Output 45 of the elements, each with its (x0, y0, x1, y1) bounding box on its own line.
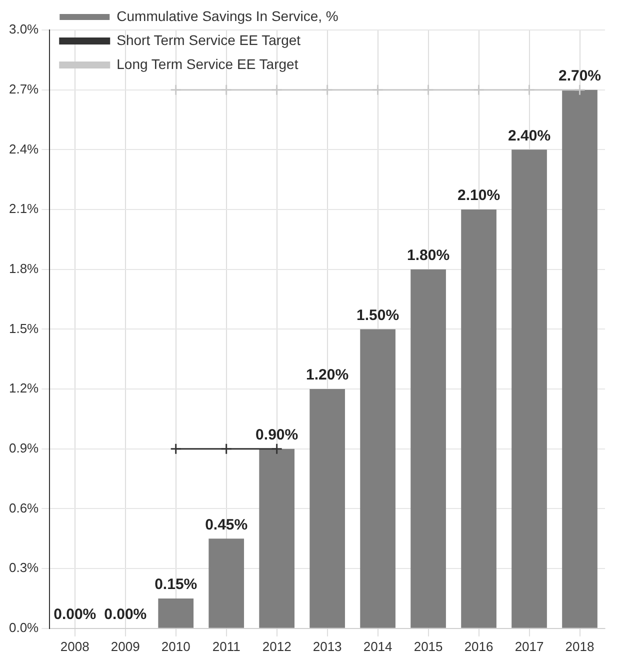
bar (158, 598, 194, 628)
x-tick-label: 2014 (363, 638, 392, 654)
y-tick-label: 1.5% (8, 320, 40, 336)
bar (461, 210, 496, 628)
bar (512, 150, 547, 628)
x-tick-label: 2018 (565, 638, 594, 654)
y-tick-label: 0.9% (8, 440, 40, 456)
y-tick-label: 2.7% (8, 81, 40, 96)
y-tick-label: 1.8% (8, 260, 40, 276)
y-tick-label: 1.2% (8, 380, 40, 396)
legend-label: Long Term Service EE Target (116, 56, 298, 72)
data-label: 0.45% (205, 516, 248, 534)
data-label: 1.50% (356, 306, 400, 324)
data-label: 1.20% (306, 366, 349, 384)
y-tick-label: 2.4% (8, 141, 40, 156)
bar (562, 90, 598, 628)
bar (259, 448, 294, 628)
x-tick-label: 2017 (514, 638, 544, 654)
bar (360, 329, 396, 628)
legend-label: Cummulative Savings In Service, % (116, 8, 338, 24)
x-tick-label: 2015 (414, 638, 443, 654)
x-tick-label: 2013 (312, 638, 342, 654)
data-label: 0.15% (154, 576, 198, 594)
x-tick-label: 2008 (60, 638, 90, 654)
y-tick-label: 2.1% (8, 201, 40, 216)
x-tick-label: 2012 (262, 638, 292, 654)
x-tick-label: 2016 (464, 638, 494, 654)
data-label: 2.10% (458, 187, 500, 204)
data-label: 1.80% (407, 247, 450, 264)
y-tick-label: 0.0% (8, 620, 40, 635)
data-label: 0.00% (104, 606, 147, 624)
bar (410, 269, 446, 628)
data-label: 2.70% (558, 67, 602, 84)
x-tick-label: 2010 (161, 638, 190, 654)
bar (310, 389, 345, 628)
x-tick-label: 2011 (212, 638, 240, 654)
data-label: 2.40% (508, 127, 551, 144)
legend-label: Short Term Service EE Target (116, 32, 301, 48)
data-label: 0.90% (256, 426, 298, 444)
x-tick-label: 2009 (110, 638, 140, 654)
data-label: 0.00% (54, 606, 96, 624)
bar (208, 538, 244, 628)
y-tick-label: 3.0% (8, 22, 40, 37)
y-tick-label: 0.6% (8, 500, 40, 516)
y-tick-label: 0.3% (8, 560, 40, 576)
